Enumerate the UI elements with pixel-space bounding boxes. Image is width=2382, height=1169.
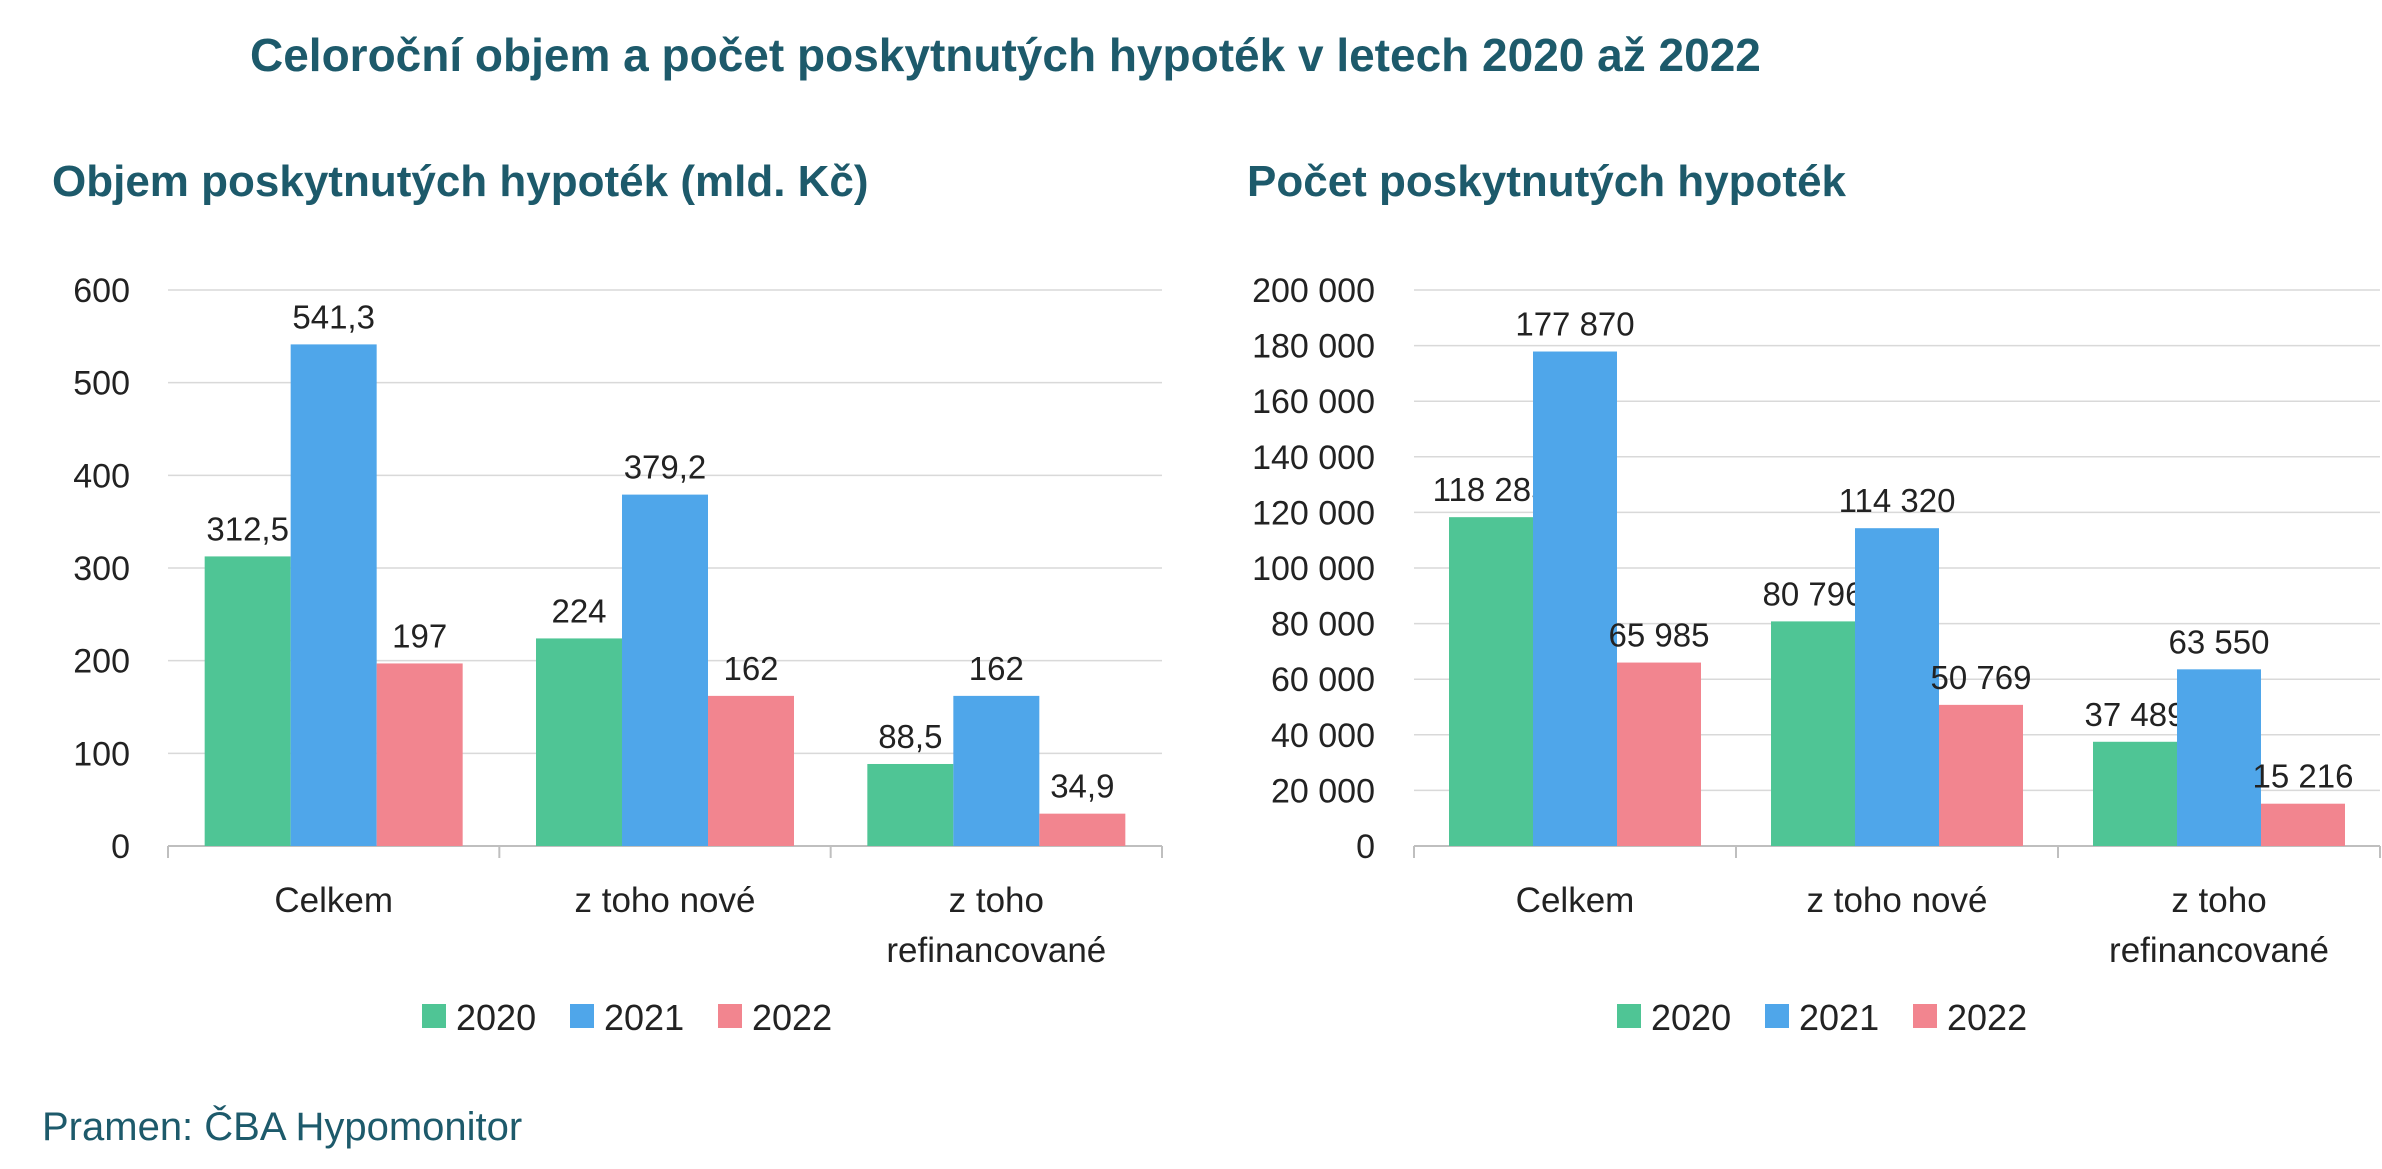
y-tick-label: 0 (1356, 828, 1375, 866)
data-label: 162 (723, 650, 778, 687)
bar-2021 (1533, 351, 1617, 846)
legend-swatch-2020 (422, 1004, 446, 1028)
bar-2021 (622, 494, 708, 846)
y-tick-label: 100 000 (1252, 550, 1375, 588)
legend-swatch-2020 (1617, 1004, 1641, 1028)
data-label: 114 320 (1839, 482, 1956, 519)
category-label: z toho (2171, 881, 2266, 920)
data-label: 88,5 (878, 718, 942, 755)
bar-2021 (2177, 669, 2261, 846)
y-tick-label: 140 000 (1252, 439, 1375, 477)
data-label: 34,9 (1050, 768, 1114, 805)
y-tick-label: 180 000 (1252, 328, 1375, 366)
category-label: refinancované (2109, 931, 2329, 970)
chart-title-volume: Objem poskytnutých hypoték (mld. Kč) (52, 157, 869, 206)
bar-2020 (1771, 621, 1855, 846)
y-tick-label: 600 (73, 272, 130, 310)
data-label: 177 870 (1515, 306, 1634, 343)
legend-label-2020: 2020 (456, 997, 536, 1038)
y-tick-label: 160 000 (1252, 383, 1375, 421)
y-tick-label: 40 000 (1271, 717, 1375, 755)
legend-swatch-2022 (1913, 1004, 1937, 1028)
y-tick-label: 100 (73, 735, 130, 773)
bar-2022 (1939, 704, 2023, 846)
data-label: 15 216 (2253, 758, 2354, 795)
bar-2022 (376, 663, 463, 846)
data-label: 162 (969, 650, 1024, 687)
y-tick-label: 60 000 (1271, 661, 1375, 699)
data-label: 50 769 (1931, 659, 2032, 696)
category-label: Celkem (1516, 881, 1635, 920)
legend-swatch-2021 (1765, 1004, 1789, 1028)
bar-2020 (204, 556, 291, 846)
page-title: Celoroční objem a počet poskytnutých hyp… (250, 29, 1761, 81)
bar-2021 (290, 344, 377, 846)
bar-2020 (1449, 517, 1533, 846)
category-label: z toho (949, 881, 1044, 920)
bar-2021 (953, 695, 1040, 846)
legend-swatch-2021 (570, 1004, 594, 1028)
bar-2020 (536, 638, 622, 846)
y-tick-label: 200 (73, 643, 130, 681)
legend-label-2022: 2022 (1947, 997, 2027, 1038)
bar-2022 (1039, 813, 1126, 846)
chart-title-count: Počet poskytnutých hypoték (1247, 157, 1847, 206)
y-tick-label: 120 000 (1252, 494, 1375, 532)
category-label: Celkem (274, 881, 393, 920)
legend-label-2022: 2022 (752, 997, 832, 1038)
data-label: 379,2 (624, 449, 707, 486)
category-label: z toho nové (1807, 881, 1988, 920)
y-tick-label: 300 (73, 550, 130, 588)
chart-count: 0 20 000 40 000 60 000 80 000 100 000 120 000 1… (1252, 272, 2381, 1038)
bar-2022 (2261, 803, 2345, 846)
legend-swatch-2022 (718, 1004, 742, 1028)
legend-label-2021: 2021 (604, 997, 684, 1038)
category-label: refinancované (886, 931, 1106, 970)
data-label: 65 985 (1609, 617, 1710, 654)
legend-label-2021: 2021 (1799, 997, 1879, 1038)
y-tick-label: 200 000 (1252, 272, 1375, 310)
source-note: Pramen: ČBA Hypomonitor (42, 1105, 523, 1149)
data-label: 37 489 (2085, 696, 2186, 733)
bar-2022 (708, 695, 794, 846)
data-label: 197 (392, 617, 447, 654)
legend-label-2020: 2020 (1651, 997, 1731, 1038)
data-label: 312,5 (206, 510, 289, 547)
data-label: 80 796 (1763, 575, 1864, 612)
bar-2022 (1617, 662, 1701, 846)
data-label: 541,3 (292, 298, 375, 335)
y-tick-label: 500 (73, 365, 130, 403)
bar-2020 (2093, 741, 2177, 846)
category-label: z toho nové (575, 881, 756, 920)
y-tick-label: 20 000 (1271, 772, 1375, 810)
y-tick-label: 80 000 (1271, 606, 1375, 644)
bar-2021 (1855, 528, 1939, 846)
data-label: 118 285 (1433, 471, 1550, 508)
y-tick-label: 400 (73, 457, 130, 495)
y-tick-label: 0 (111, 828, 130, 866)
bar-2020 (867, 763, 954, 846)
data-label: 224 (551, 592, 606, 629)
chart-volume: 0 100 200 300 400 500 600 312,5 541,3 197 Celkem 22… (73, 272, 1163, 1038)
data-label: 63 550 (2169, 623, 2270, 660)
